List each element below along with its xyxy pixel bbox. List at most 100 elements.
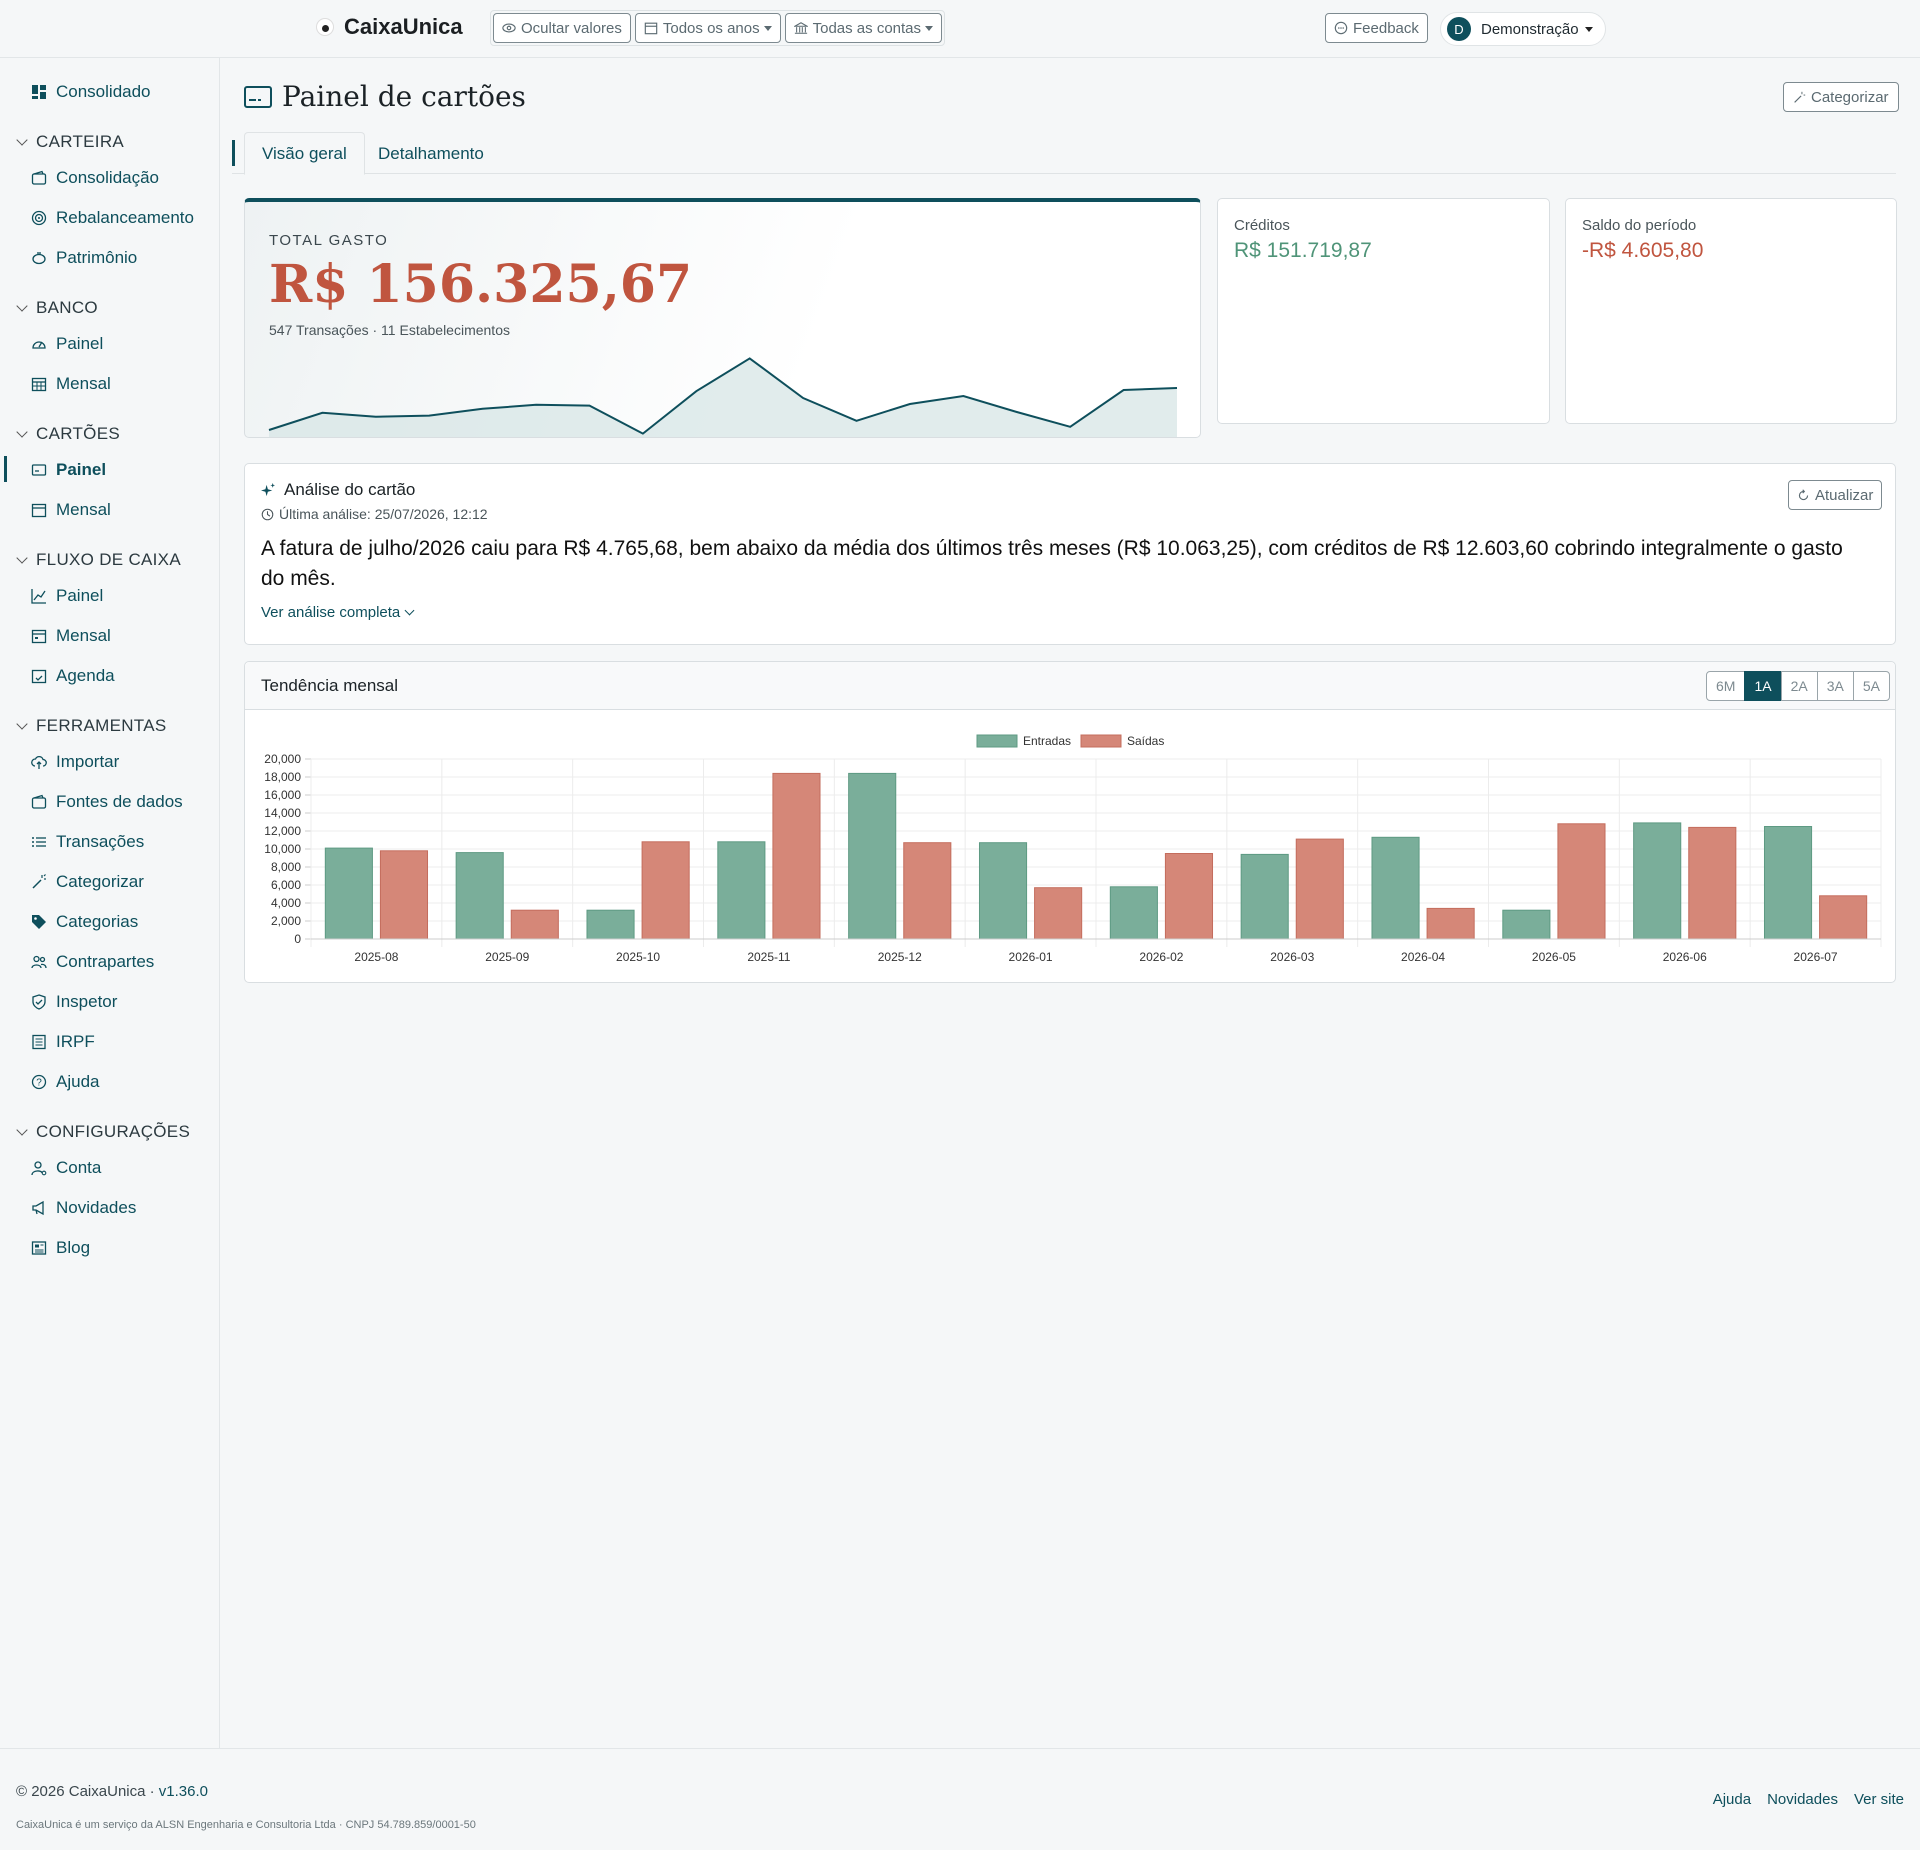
sidebar-item-label: Painel bbox=[56, 586, 104, 605]
years-dropdown[interactable]: Todos os anos bbox=[634, 13, 781, 43]
sidebar-item-transacoes[interactable]: Transações bbox=[30, 832, 144, 852]
user-menu[interactable]: D Demonstração bbox=[1440, 12, 1606, 46]
legend-label-1[interactable]: Saídas bbox=[1127, 734, 1164, 748]
bar-saidas-2025-10[interactable] bbox=[641, 841, 690, 940]
range-button-3a[interactable]: 3A bbox=[1816, 671, 1854, 701]
hide-values-button[interactable]: Ocultar valores bbox=[493, 13, 631, 43]
sidebar-item-consolidacao[interactable]: Consolidação bbox=[30, 168, 159, 188]
range-button-2a[interactable]: 2A bbox=[1780, 671, 1818, 701]
tab-details[interactable]: Detalhamento bbox=[378, 143, 484, 163]
tags-icon bbox=[30, 913, 48, 931]
bar-saidas-2026-01[interactable] bbox=[1034, 887, 1083, 940]
sidebar-item-fontes[interactable]: Fontes de dados bbox=[30, 792, 183, 812]
sidebar-item-fluxo-painel[interactable]: Painel bbox=[30, 586, 103, 606]
bar-entradas-2025-10[interactable] bbox=[586, 909, 635, 940]
sidebar-item-label: Blog bbox=[56, 1238, 91, 1257]
categorize-button[interactable]: Categorizar bbox=[1783, 82, 1899, 112]
sidebar-item-cartoes-painel[interactable]: Painel bbox=[30, 460, 106, 480]
feedback-label: Feedback bbox=[1353, 19, 1419, 37]
range-button-5a[interactable]: 5A bbox=[1852, 671, 1890, 701]
y-tick-label: 10,000 bbox=[264, 842, 301, 856]
sidebar-item-ajuda[interactable]: ? Ajuda bbox=[30, 1072, 99, 1092]
legend-label-0[interactable]: Entradas bbox=[1023, 734, 1071, 748]
sidebar-item-banco-mensal[interactable]: Mensal bbox=[30, 374, 111, 394]
bar-entradas-2026-04[interactable] bbox=[1371, 836, 1420, 940]
bar-saidas-2026-07[interactable] bbox=[1819, 895, 1868, 940]
bar-saidas-2025-08[interactable] bbox=[379, 850, 429, 940]
sidebar-item-label: Agenda bbox=[56, 666, 115, 685]
bar-entradas-2025-08[interactable] bbox=[324, 847, 373, 940]
bar-entradas-2026-01[interactable] bbox=[978, 842, 1028, 940]
sidebar-item-contrapartes[interactable]: Contrapartes bbox=[30, 952, 154, 972]
sidebar-item-conta[interactable]: Conta bbox=[30, 1158, 101, 1178]
section-label: FLUXO DE CAIXA bbox=[36, 550, 181, 569]
accounts-dropdown[interactable]: Todas as contas bbox=[784, 13, 943, 43]
full-analysis-link[interactable]: Ver análise completa bbox=[261, 604, 417, 621]
bar-entradas-2026-05[interactable] bbox=[1502, 909, 1551, 940]
bar-saidas-2026-06[interactable] bbox=[1688, 826, 1737, 940]
avatar: D bbox=[1447, 17, 1471, 41]
list-icon bbox=[30, 833, 48, 851]
footer-link-site[interactable]: Ver site bbox=[1853, 1791, 1904, 1808]
sidebar-section-config[interactable]: CONFIGURAÇÕES bbox=[16, 1122, 190, 1142]
sidebar-item-importar[interactable]: Importar bbox=[30, 752, 119, 772]
bar-saidas-2026-02[interactable] bbox=[1164, 853, 1214, 940]
balance-value: -R$ 4.605,80 bbox=[1582, 239, 1704, 262]
sidebar-item-irpf[interactable]: IRPF bbox=[30, 1032, 95, 1052]
sidebar-item-blog[interactable]: Blog bbox=[30, 1238, 90, 1258]
bar-entradas-2026-02[interactable] bbox=[1109, 886, 1158, 940]
bar-entradas-2026-06[interactable] bbox=[1633, 822, 1682, 940]
credits-value: R$ 151.719,87 bbox=[1234, 239, 1372, 262]
sidebar-item-label: Contrapartes bbox=[56, 952, 155, 971]
y-tick-label: 0 bbox=[294, 932, 301, 946]
brand[interactable]: CaixaUnica bbox=[316, 14, 463, 40]
sidebar-item-patrimonio[interactable]: Patrimônio bbox=[30, 248, 137, 268]
x-tick-label: 2026-06 bbox=[1663, 950, 1707, 964]
sidebar-item-cartoes-mensal[interactable]: Mensal bbox=[30, 500, 111, 520]
sidebar-item-agenda[interactable]: Agenda bbox=[30, 666, 115, 686]
sidebar-section-cartoes[interactable]: CARTÕES bbox=[16, 424, 120, 444]
sidebar-item-inspetor[interactable]: Inspetor bbox=[30, 992, 117, 1012]
refresh-button[interactable]: Atualizar bbox=[1788, 480, 1883, 510]
people-icon bbox=[30, 953, 48, 971]
chevron-down-icon bbox=[404, 605, 415, 616]
bar-saidas-2025-12[interactable] bbox=[903, 842, 952, 940]
bar-entradas-2026-07[interactable] bbox=[1763, 826, 1813, 940]
bar-saidas-2025-11[interactable] bbox=[772, 772, 821, 940]
wallet-icon bbox=[30, 793, 48, 811]
footer-link-news[interactable]: Novidades bbox=[1767, 1791, 1838, 1808]
sidebar-section-banco[interactable]: BANCO bbox=[16, 298, 98, 318]
sidebar-item-banco-painel[interactable]: Painel bbox=[30, 334, 103, 354]
wallet-icon bbox=[30, 169, 48, 187]
bar-entradas-2025-11[interactable] bbox=[717, 841, 766, 940]
range-button-6m[interactable]: 6M bbox=[1706, 671, 1746, 701]
legend-swatch-0 bbox=[976, 734, 1018, 748]
version-link[interactable]: v1.36.0 bbox=[158, 1783, 209, 1800]
sidebar-item-fluxo-mensal[interactable]: Mensal bbox=[30, 626, 111, 646]
bar-saidas-2025-09[interactable] bbox=[510, 909, 559, 940]
footer-link-help[interactable]: Ajuda bbox=[1712, 1791, 1752, 1808]
sidebar-item-consolidado[interactable]: Consolidado bbox=[30, 82, 151, 102]
trend-header: Tendência mensal 6M 1A 2A 3A 5A bbox=[245, 662, 1895, 710]
sidebar-item-categorias[interactable]: Categorias bbox=[30, 912, 138, 932]
tab-overview[interactable]: Visão geral bbox=[244, 132, 365, 175]
bar-entradas-2025-12[interactable] bbox=[848, 772, 897, 940]
accounts-label: Todas as contas bbox=[813, 20, 933, 37]
bar-entradas-2025-09[interactable] bbox=[455, 852, 504, 940]
bar-saidas-2026-04[interactable] bbox=[1426, 907, 1475, 940]
range-button-1a[interactable]: 1A bbox=[1744, 671, 1782, 701]
refresh-label: Atualizar bbox=[1815, 486, 1874, 504]
feedback-button[interactable]: Feedback bbox=[1325, 13, 1428, 43]
sidebar-item-label: Importar bbox=[56, 752, 120, 771]
bar-saidas-2026-05[interactable] bbox=[1557, 823, 1606, 940]
sidebar-section-carteira[interactable]: CARTEIRA bbox=[16, 132, 124, 152]
sidebar-section-fluxo[interactable]: FLUXO DE CAIXA bbox=[16, 550, 181, 570]
card-analysis-panel: Análise do cartão Última análise: 25/07/… bbox=[244, 463, 1896, 645]
brand-logo-icon bbox=[316, 18, 334, 36]
sidebar-section-ferramentas[interactable]: FERRAMENTAS bbox=[16, 716, 167, 736]
bar-saidas-2026-03[interactable] bbox=[1295, 838, 1344, 940]
sidebar-item-novidades[interactable]: Novidades bbox=[30, 1198, 136, 1218]
sidebar-item-categorizar[interactable]: Categorizar bbox=[30, 872, 144, 892]
bar-entradas-2026-03[interactable] bbox=[1240, 853, 1289, 940]
sidebar-item-rebalanceamento[interactable]: Rebalanceamento bbox=[30, 208, 194, 228]
